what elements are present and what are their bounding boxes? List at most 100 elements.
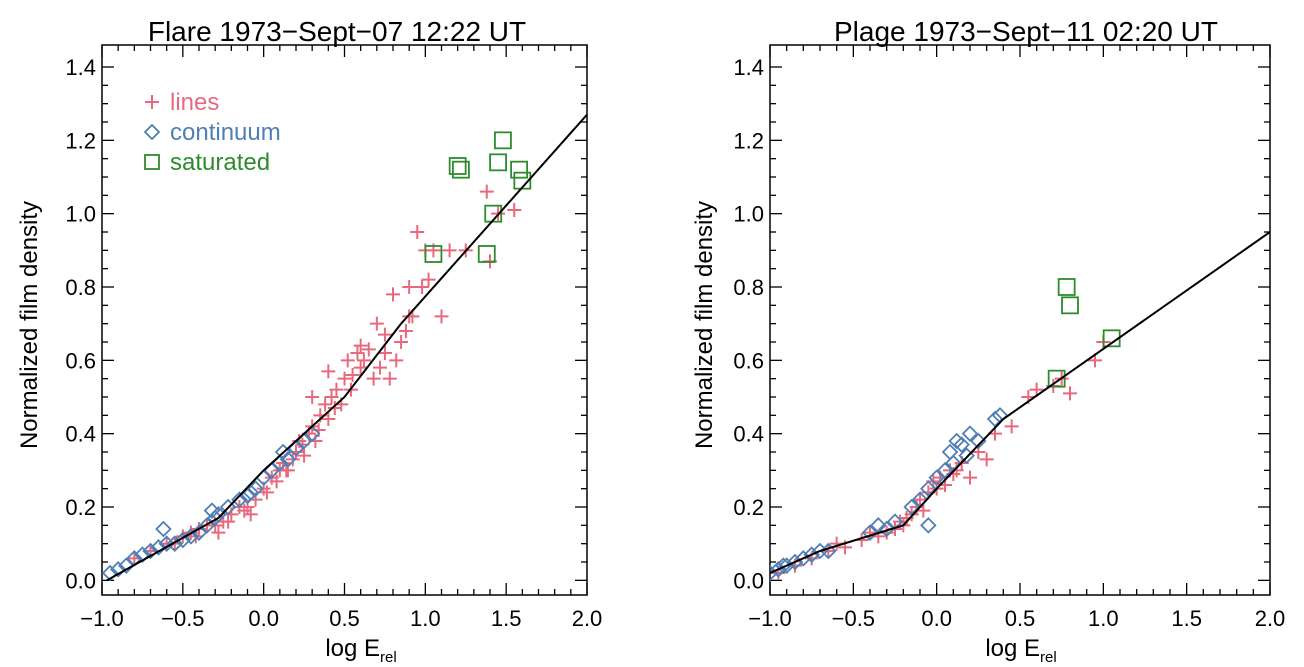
continuum-point bbox=[920, 517, 937, 534]
continuum-point bbox=[861, 524, 879, 541]
continuum-point bbox=[142, 542, 159, 560]
lines-point bbox=[979, 452, 994, 467]
continuum-point bbox=[109, 561, 127, 578]
lines-point bbox=[329, 382, 344, 397]
lines-point bbox=[821, 544, 836, 558]
y-tick-label: 1.2 bbox=[733, 128, 764, 153]
continuum-point bbox=[953, 436, 970, 453]
x-axis-label-main: log E bbox=[325, 635, 380, 662]
x-axis-label-subscript: rel bbox=[1040, 649, 1057, 666]
lines-point bbox=[221, 514, 236, 529]
panel-plage: Plage 1973−Sept−11 02:20 UT Normalized f… bbox=[691, 16, 1285, 666]
y-tick-label: 0.2 bbox=[733, 495, 764, 520]
lines-point bbox=[243, 507, 258, 522]
lines-point bbox=[340, 353, 355, 368]
legend-label-continuum: continuum bbox=[170, 119, 281, 146]
continuum-point bbox=[936, 462, 954, 479]
fit-line bbox=[106, 114, 587, 582]
lines-point bbox=[353, 338, 368, 353]
y-tick-label: 0.4 bbox=[733, 422, 764, 447]
x-tick-label: −1.0 bbox=[80, 606, 123, 631]
continuum-point bbox=[182, 528, 200, 545]
saturated-point bbox=[448, 157, 467, 175]
lines-point bbox=[1063, 386, 1077, 401]
lines-point bbox=[318, 397, 333, 412]
lines-point bbox=[285, 452, 300, 467]
lines-point bbox=[337, 371, 352, 386]
lines-point bbox=[863, 525, 877, 540]
chart-title: Plage 1973−Sept−11 02:20 UT bbox=[834, 16, 1218, 47]
lines-point bbox=[211, 525, 226, 540]
lines-point bbox=[356, 353, 371, 368]
saturated-point bbox=[1061, 296, 1079, 315]
saturated-point bbox=[1057, 278, 1076, 296]
lines-point bbox=[479, 184, 494, 199]
continuum-point bbox=[903, 498, 920, 516]
x-tick-label: 0.5 bbox=[329, 606, 360, 631]
lines-point bbox=[382, 371, 397, 386]
legend: lines continuum saturated bbox=[143, 89, 281, 176]
x-axis-label: log Erel bbox=[985, 635, 1056, 666]
lines-point bbox=[410, 225, 425, 239]
saturated-point bbox=[424, 245, 443, 263]
lines-point bbox=[377, 327, 392, 342]
lines-point bbox=[321, 412, 336, 426]
lines-point bbox=[421, 272, 436, 287]
x-tick-label: −0.5 bbox=[832, 606, 875, 631]
lines-point bbox=[369, 316, 384, 331]
lines-point bbox=[305, 390, 320, 404]
y-tick-label: 0.0 bbox=[65, 568, 96, 593]
legend-marker-saturated bbox=[144, 154, 160, 170]
lines-point bbox=[327, 401, 342, 415]
continuum-point bbox=[941, 443, 959, 461]
x-tick-label: 0.0 bbox=[921, 606, 952, 631]
lines-point bbox=[1029, 382, 1044, 397]
continuum-point bbox=[279, 451, 297, 468]
lines-point bbox=[916, 503, 931, 518]
continuum-point bbox=[174, 531, 192, 549]
continuum-point bbox=[775, 557, 792, 574]
continuum-point bbox=[117, 557, 135, 574]
y-tick-label: 0.6 bbox=[733, 348, 764, 373]
y-axis-label: Normalized film density bbox=[16, 201, 43, 449]
legend-marker-lines bbox=[145, 95, 159, 109]
x-axis-label-main: log E bbox=[985, 635, 1040, 662]
x-tick-label: −0.5 bbox=[161, 606, 204, 631]
lines-point bbox=[269, 474, 284, 489]
y-tick-label: 1.2 bbox=[65, 128, 96, 153]
continuum-point bbox=[219, 498, 237, 516]
y-tick-label: 0.8 bbox=[65, 275, 96, 300]
continuum-point bbox=[820, 542, 837, 560]
series-continuum bbox=[770, 407, 1009, 582]
series-lines bbox=[771, 335, 1111, 580]
lines-point bbox=[415, 280, 430, 294]
lines-point bbox=[913, 492, 927, 507]
continuum-point bbox=[920, 480, 937, 497]
y-tick-label: 1.4 bbox=[733, 55, 764, 80]
lines-point bbox=[402, 280, 417, 294]
continuum-point bbox=[928, 469, 945, 486]
continuum-point bbox=[961, 425, 979, 442]
x-tick-label: 0.5 bbox=[1005, 606, 1036, 631]
lines-point bbox=[297, 448, 312, 463]
saturated-point bbox=[510, 160, 529, 179]
x-tick-label: 1.0 bbox=[1088, 606, 1119, 631]
lines-point bbox=[345, 368, 360, 382]
lines-point bbox=[1004, 419, 1019, 434]
y-axis-label: Normalized film density bbox=[691, 201, 718, 449]
fit-line bbox=[770, 231, 1270, 574]
lines-point bbox=[259, 485, 274, 500]
plot-area bbox=[102, 114, 587, 582]
lines-point bbox=[350, 346, 365, 360]
legend-label-saturated: saturated bbox=[170, 149, 270, 176]
lines-point bbox=[324, 390, 339, 404]
legend-label-lines: lines bbox=[170, 89, 219, 116]
y-tick-label: 1.0 bbox=[733, 202, 764, 227]
y-tick-label: 1.4 bbox=[65, 55, 96, 80]
plot-frame bbox=[769, 44, 1271, 596]
x-tick-label: 2.0 bbox=[572, 606, 603, 631]
series-saturated bbox=[1047, 278, 1121, 388]
lines-point bbox=[377, 346, 392, 360]
lines-point bbox=[361, 342, 376, 357]
